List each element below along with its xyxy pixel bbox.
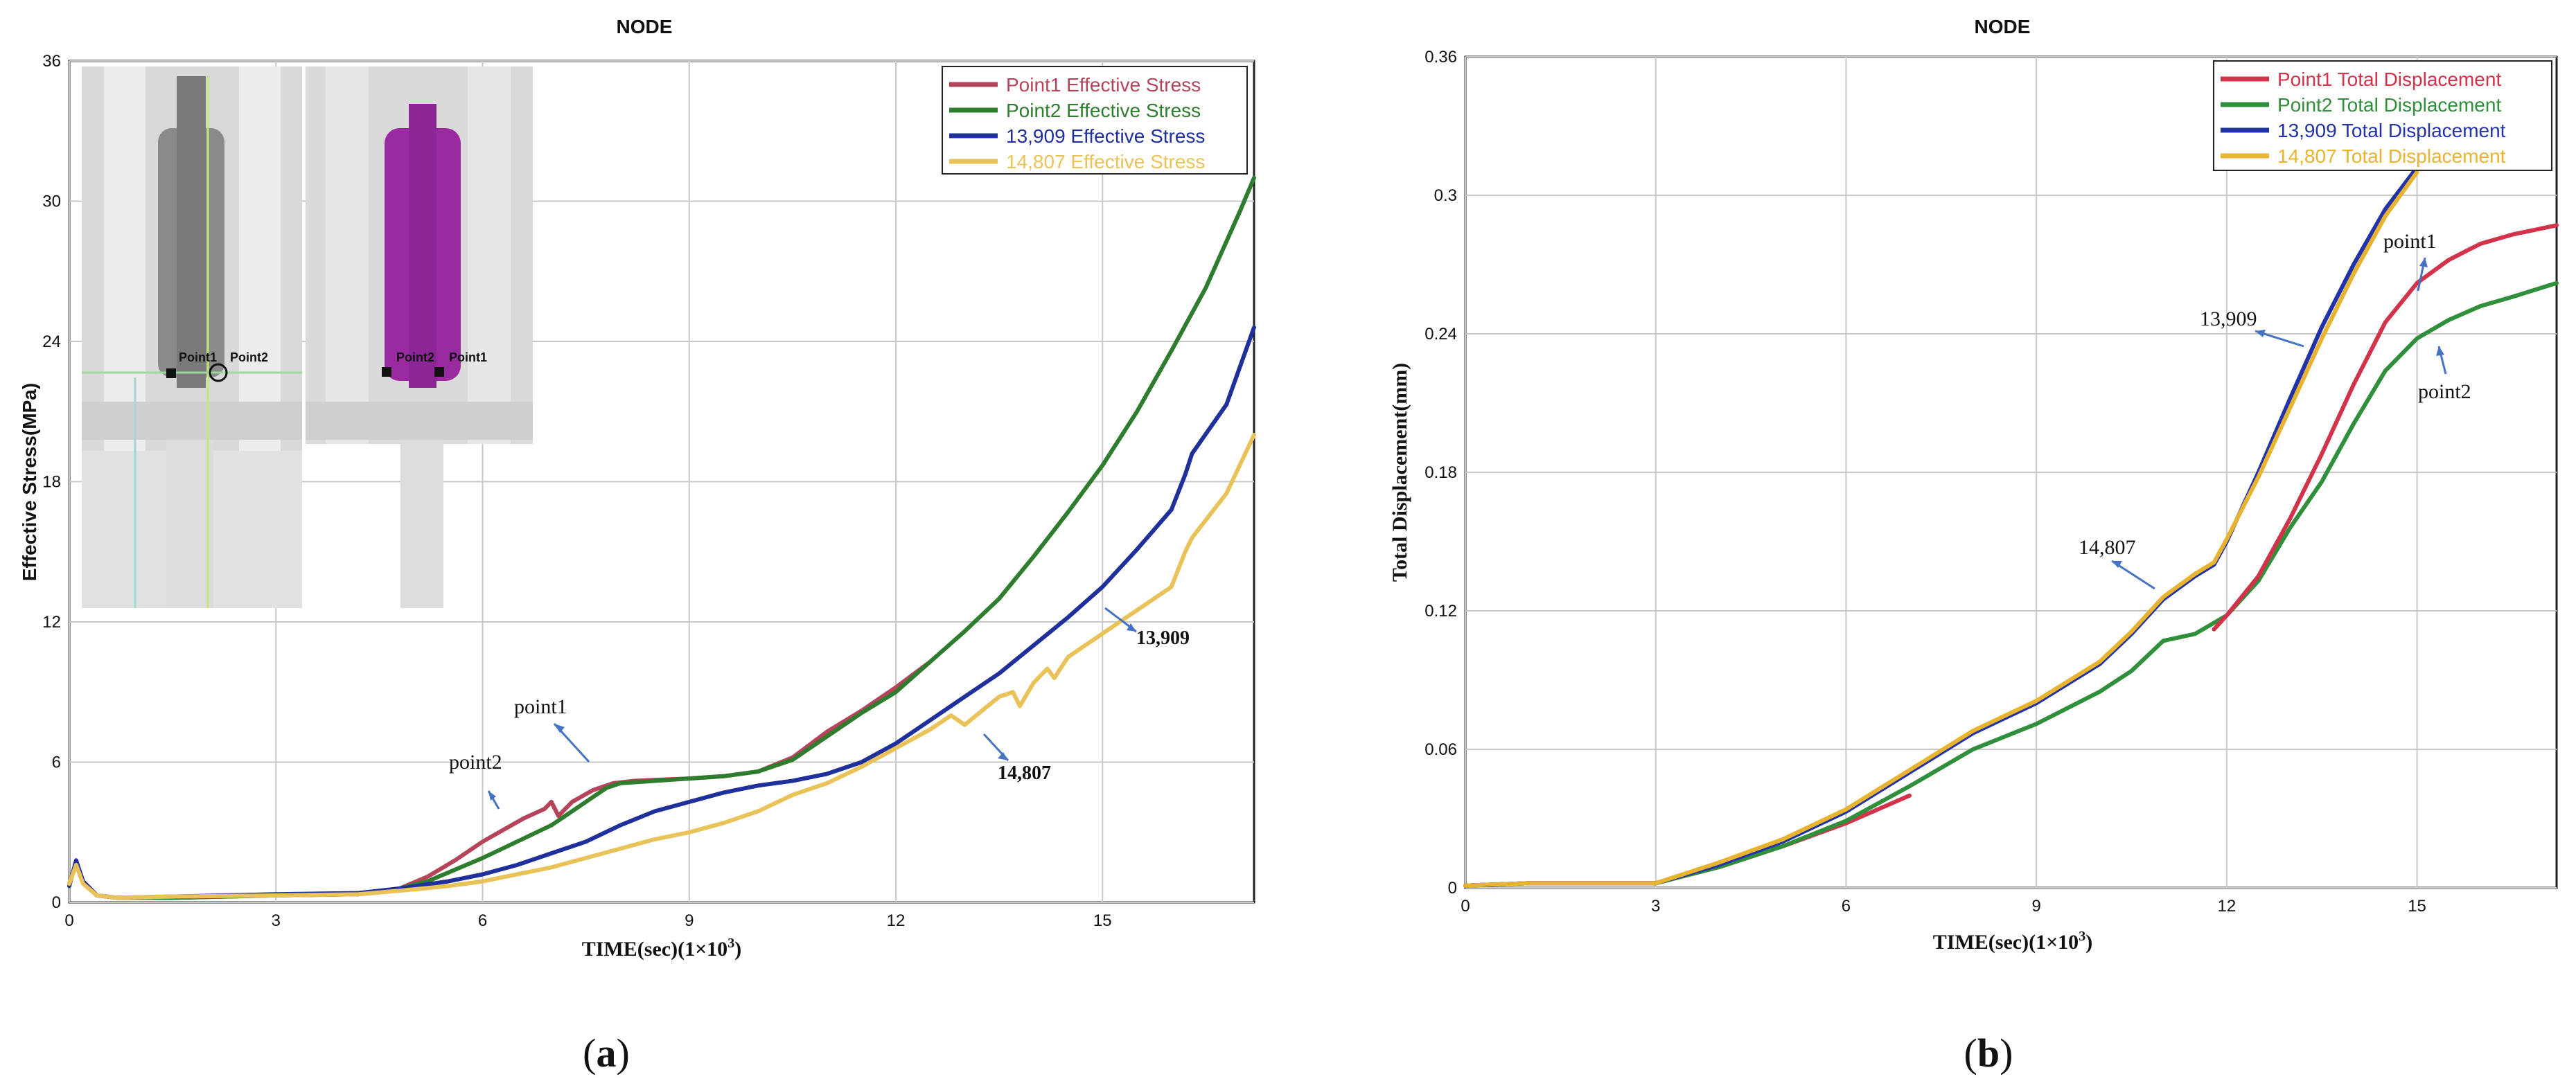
chart-b-annotations: point1 point2 13,909 14,807 bbox=[2079, 230, 2471, 590]
y-tick-label: 0.3 bbox=[1434, 186, 1457, 205]
legend-label: Point1 Total Displacement bbox=[2277, 69, 2501, 90]
chart-a-legend: Point1 Effective Stress Point2 Effective … bbox=[942, 66, 1248, 175]
inset-label-point1-right: Point1 bbox=[449, 350, 487, 364]
chart-b-legend: Point1 Total Displacement Point2 Total Di… bbox=[2213, 60, 2552, 171]
annotation-b-14807: 14,807 bbox=[2079, 536, 2136, 559]
y-tick-label: 6 bbox=[52, 753, 61, 772]
y-tick-label: 24 bbox=[42, 332, 61, 351]
y-tick-label: 0.18 bbox=[1424, 463, 1457, 482]
y-tick-label: 0 bbox=[52, 893, 61, 912]
x-tick-label: 6 bbox=[478, 911, 487, 930]
inset-label-point2-right: Point2 bbox=[396, 350, 434, 364]
annotation-a-13909: 13,909 bbox=[1136, 627, 1190, 649]
chart-a-title: NODE bbox=[617, 16, 673, 37]
annotation-b-point2: point2 bbox=[2418, 380, 2471, 403]
chart-b-series bbox=[1463, 166, 2559, 888]
y-tick-label: 0.24 bbox=[1424, 325, 1457, 344]
series-line-3 bbox=[67, 433, 1256, 900]
y-tick-label: 30 bbox=[42, 193, 61, 211]
series-line-3 bbox=[1463, 170, 2419, 888]
x-tick-label: 3 bbox=[272, 911, 281, 930]
chart-b-grid bbox=[1465, 56, 2557, 889]
legend-label: Point2 Total Displacement bbox=[2277, 94, 2501, 116]
x-tick-label: 15 bbox=[2408, 897, 2426, 916]
x-tick-label: 9 bbox=[685, 911, 694, 930]
series-line-4 bbox=[2212, 223, 2559, 632]
y-tick-label: 0 bbox=[1448, 879, 1457, 898]
annotation-a-14807: 14,807 bbox=[998, 763, 1051, 784]
series-line-1 bbox=[1463, 280, 2559, 888]
chart-a-series bbox=[67, 175, 1256, 900]
caption-b: (b) bbox=[1964, 1031, 2013, 1076]
chart-b-ticks: 0 3 6 9 12 15 0 0.06 0.12 0.18 0.24 0.3 0.36 bbox=[1424, 48, 2426, 916]
chart-b-y-axis-label: Total Displacement(mm) bbox=[1388, 363, 1411, 582]
annotation-b-point1: point1 bbox=[2383, 230, 2437, 253]
y-tick-label: 36 bbox=[42, 52, 61, 71]
chart-a-inset-model-image: Point1 Point2 Point2 Point1 bbox=[82, 66, 533, 608]
x-tick-label: 15 bbox=[1093, 911, 1112, 930]
x-tick-label: 3 bbox=[1651, 897, 1660, 916]
caption-a: (a) bbox=[583, 1031, 630, 1076]
x-tick-label: 0 bbox=[1461, 897, 1470, 916]
inset-label-point2-left: Point2 bbox=[230, 350, 268, 364]
legend-label: Point1 Effective Stress bbox=[1006, 74, 1201, 96]
chart-b: NODE 0 3 6 9 12 15 0 0.06 0.12 0.18 0.24 0.3 0.36 To… bbox=[1388, 16, 2559, 1076]
annotation-a-point1: point1 bbox=[514, 695, 567, 718]
legend-label: 13,909 Total Displacement bbox=[2277, 120, 2506, 141]
x-tick-label: 12 bbox=[887, 911, 906, 930]
y-tick-label: 18 bbox=[42, 473, 61, 492]
series-line-2 bbox=[1463, 166, 2419, 888]
annotation-b-13909: 13,909 bbox=[2200, 307, 2257, 330]
legend-label: Point2 Effective Stress bbox=[1006, 100, 1201, 121]
x-tick-label: 0 bbox=[64, 911, 73, 930]
y-tick-label: 0.36 bbox=[1424, 48, 1457, 66]
y-tick-label: 12 bbox=[42, 613, 61, 632]
legend-label: 14,807 Effective Stress bbox=[1006, 151, 1205, 172]
chart-a-annotations: point1 point2 13,909 14,807 bbox=[449, 607, 1190, 810]
legend-label: 13,909 Effective Stress bbox=[1006, 125, 1205, 147]
chart-b-x-axis-label: TIME(sec)(1×103) bbox=[1933, 929, 2092, 954]
chart-a-y-axis-label: Effective Stress(MPa) bbox=[19, 383, 40, 581]
annotation-a-point2: point2 bbox=[449, 751, 502, 774]
x-tick-label: 12 bbox=[2217, 897, 2236, 916]
chart-a-x-axis-label: TIME(sec)(1×103) bbox=[582, 936, 741, 961]
y-tick-label: 0.12 bbox=[1424, 602, 1457, 621]
legend-label: 14,807 Total Displacement bbox=[2277, 145, 2506, 167]
x-tick-label: 6 bbox=[1842, 897, 1851, 916]
y-tick-label: 0.06 bbox=[1424, 740, 1457, 759]
chart-b-title: NODE bbox=[1975, 16, 2031, 37]
x-tick-label: 9 bbox=[2031, 897, 2040, 916]
inset-label-point1-left: Point1 bbox=[179, 350, 217, 364]
